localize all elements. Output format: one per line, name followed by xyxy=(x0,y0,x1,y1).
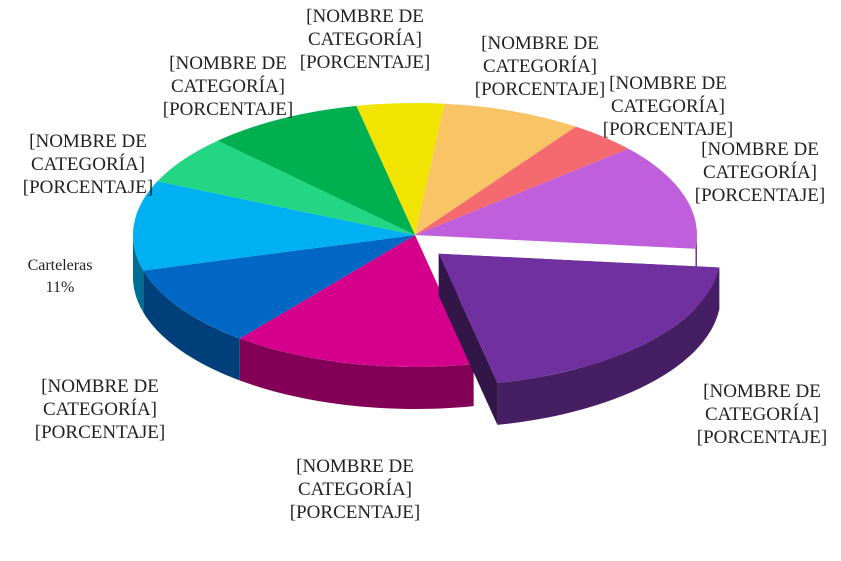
value-label: [PORCENTAJE] xyxy=(162,99,294,120)
slice-side xyxy=(133,235,144,313)
slice xyxy=(438,253,720,425)
category-label: [NOMBRE DE CATEGORÍA] xyxy=(481,33,599,77)
slice-top xyxy=(356,103,445,236)
data-label: [NOMBRE DE CATEGORÍA] [PORCENTAJE] xyxy=(680,138,840,207)
data-label: [NOMBRE DE CATEGORÍA] [PORCENTAJE] xyxy=(275,455,435,524)
slice xyxy=(239,235,474,409)
slice-side xyxy=(497,267,720,425)
value-label: [PORCENTAJE] xyxy=(474,79,606,100)
slice-top xyxy=(239,235,474,367)
data-label: [NOMBRE DE CATEGORÍA] [PORCENTAJE] xyxy=(460,32,620,101)
category-label: [NOMBRE DE CATEGORÍA] xyxy=(701,139,819,183)
data-label: [NOMBRE DE CATEGORÍA] [PORCENTAJE] xyxy=(588,72,748,141)
value-label: [PORCENTAJE] xyxy=(289,502,421,523)
slice xyxy=(415,126,629,235)
slice-top xyxy=(157,140,415,235)
category-label: [NOMBRE DE CATEGORÍA] xyxy=(169,53,287,97)
data-label: [NOMBRE DE CATEGORÍA] [PORCENTAJE] xyxy=(8,130,168,199)
value-label: [PORCENTAJE] xyxy=(694,185,826,206)
data-label: [NOMBRE DE CATEGORÍA] [PORCENTAJE] xyxy=(285,5,445,74)
category-label: [NOMBRE DE CATEGORÍA] xyxy=(703,381,821,425)
slice-top xyxy=(438,253,720,383)
category-label: Carteleras xyxy=(27,257,93,274)
category-label: [NOMBRE DE CATEGORÍA] xyxy=(609,73,727,117)
slice xyxy=(415,103,576,235)
category-label: [NOMBRE DE CATEGORÍA] xyxy=(306,6,424,50)
slice xyxy=(217,105,415,235)
slice-face xyxy=(438,253,498,425)
slice-top xyxy=(415,103,576,235)
slice-top xyxy=(217,105,415,235)
slice xyxy=(157,140,415,235)
data-label: [NOMBRE DE CATEGORÍA] [PORCENTAJE] xyxy=(20,375,180,444)
slice-side xyxy=(143,270,240,381)
slice xyxy=(143,235,415,381)
category-label: [NOMBRE DE CATEGORÍA] xyxy=(29,131,147,175)
value-label: [PORCENTAJE] xyxy=(22,177,154,198)
value-label: [PORCENTAJE] xyxy=(696,427,828,448)
value-label: [PORCENTAJE] xyxy=(602,119,734,140)
slice-top xyxy=(143,235,415,339)
value-label: [PORCENTAJE] xyxy=(299,52,431,73)
category-label: [NOMBRE DE CATEGORÍA] xyxy=(41,376,159,420)
slice-top xyxy=(132,181,415,271)
data-label: [NOMBRE DE CATEGORÍA] [PORCENTAJE] xyxy=(148,52,308,121)
value-label: 11% xyxy=(45,279,75,296)
data-label: [NOMBRE DE CATEGORÍA] [PORCENTAJE] xyxy=(682,380,841,449)
data-label: Carteleras 11% xyxy=(10,255,110,299)
category-label: [NOMBRE DE CATEGORÍA] xyxy=(296,456,414,500)
slice xyxy=(132,181,415,313)
slice-top xyxy=(415,148,697,249)
slice-side xyxy=(239,338,474,409)
slice xyxy=(356,103,445,236)
value-label: [PORCENTAJE] xyxy=(34,422,166,443)
slice-top xyxy=(415,126,629,235)
